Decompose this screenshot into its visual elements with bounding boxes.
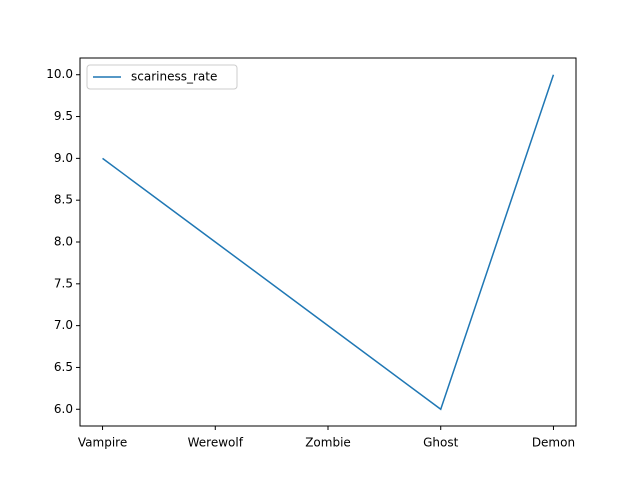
legend-box (86, 64, 238, 90)
x-tick-label: Werewolf (188, 436, 244, 450)
x-tick-label: Demon (532, 436, 575, 450)
legend-label: scariness_rate (131, 70, 217, 84)
y-tick-label: 10.0 (46, 67, 73, 81)
y-tick-label: 9.5 (54, 109, 73, 123)
x-tick-label: Vampire (78, 436, 127, 450)
axes-frame (79, 57, 577, 427)
x-tick-label: Zombie (305, 436, 351, 450)
y-tick-label: 8.5 (54, 193, 73, 207)
line-series (102, 74, 555, 411)
y-tick-label: 6.0 (54, 402, 73, 416)
x-tick-label: Ghost (423, 436, 458, 450)
y-tick-label: 8.0 (54, 235, 73, 249)
y-tick-label: 7.5 (54, 276, 73, 290)
y-tick-label: 7.0 (54, 318, 73, 332)
y-tick-label: 9.0 (54, 151, 73, 165)
y-tick-label: 6.5 (54, 360, 73, 374)
